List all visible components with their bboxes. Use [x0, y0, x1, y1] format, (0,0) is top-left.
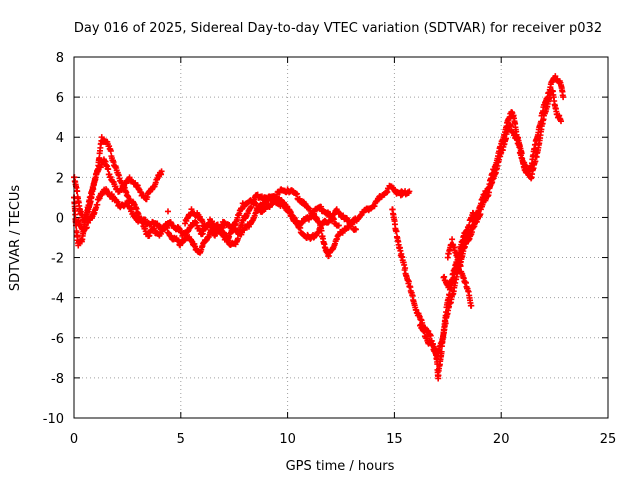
x-tick-labels: 0 5 10 15 20 25 — [70, 432, 616, 447]
data-point-trace-f — [401, 261, 408, 268]
x-tick-label: 20 — [493, 432, 510, 447]
data-point-trace-b — [105, 166, 112, 173]
x-tick-label: 5 — [177, 432, 185, 447]
data-point-trace-b — [74, 188, 81, 195]
plot-frame — [73, 56, 609, 419]
data-point-trace-i — [470, 210, 477, 217]
y-tick-label: 6 — [56, 91, 64, 106]
data-point-trace-g — [516, 144, 523, 151]
data-point-trace-a — [234, 235, 241, 242]
y-axis-label: SDTVAR / TECUs — [8, 185, 23, 292]
data-point-trace-f — [393, 228, 400, 235]
data-point-trace-f — [405, 278, 412, 285]
y-tick-label: -6 — [51, 332, 64, 347]
y-tick-label: 4 — [56, 131, 64, 146]
data-point-trace-b — [158, 168, 165, 175]
data-point-trace-g — [558, 118, 565, 125]
x-tick-label: 15 — [386, 432, 403, 447]
data-point-trace-e — [164, 208, 171, 215]
data-point-trace-i — [449, 276, 456, 283]
y-tick-label: 8 — [56, 51, 64, 66]
data-point-trace-g — [442, 320, 449, 327]
data-points — [71, 73, 567, 382]
data-point-trace-c — [94, 201, 101, 208]
y-tick-label: -8 — [51, 372, 64, 387]
data-point-trace-f — [402, 265, 409, 272]
data-point-trace-d — [335, 222, 342, 229]
data-point-trace-i — [456, 249, 463, 256]
x-tick-label: 25 — [600, 432, 617, 447]
y-tick-label: -10 — [43, 412, 64, 427]
data-point-trace-j — [406, 188, 413, 195]
y-tick-label: 2 — [56, 171, 64, 186]
data-point-trace-f — [560, 94, 567, 101]
data-point-trace-f — [427, 332, 434, 339]
y-tick-labels: -10 -8 -6 -4 -2 0 2 4 6 8 — [43, 51, 64, 427]
data-point-trace-h — [457, 263, 464, 270]
x-axis-label: GPS time / hours — [286, 459, 395, 474]
y-tick-label: -4 — [51, 292, 64, 307]
y-tick-label: 0 — [56, 211, 64, 226]
x-tick-label: 10 — [279, 432, 296, 447]
chart-title: Day 016 of 2025, Sidereal Day-to-day VTE… — [74, 21, 602, 36]
data-point-trace-c — [352, 226, 359, 233]
data-point-trace-a — [107, 147, 114, 154]
x-tick-label: 0 — [70, 432, 78, 447]
data-point-trace-g — [429, 341, 436, 348]
y-tick-label: -2 — [51, 252, 64, 267]
data-point-trace-h — [468, 302, 475, 309]
